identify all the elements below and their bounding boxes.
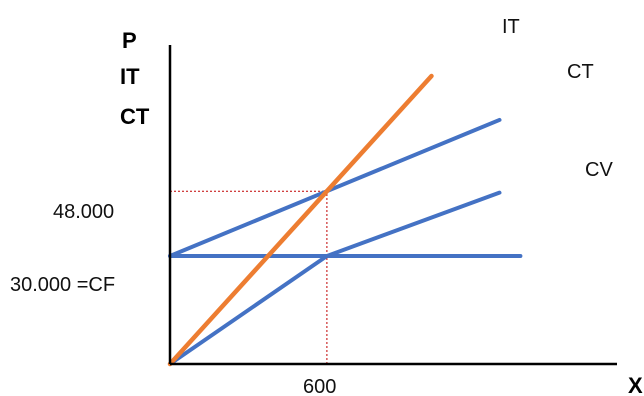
series-line-it (167, 73, 434, 367)
tick-labels: 48.000 30.000 =CF 600 (10, 201, 336, 396)
series-line-cv (168, 190, 502, 366)
y-axis-label-ct: CT (120, 104, 150, 129)
series-label-cv: CV (585, 159, 613, 181)
y-axis-labels: P IT CT (120, 28, 150, 129)
guide-lines (170, 190, 328, 364)
x-tick-600: 600 (303, 376, 336, 396)
series-labels: IT CT CV (502, 16, 613, 181)
series-label-it: IT (502, 16, 520, 38)
axes (168, 45, 617, 366)
series-line-ct (168, 117, 502, 258)
series-lines (167, 73, 523, 367)
y-tick-48000: 48.000 (53, 201, 114, 223)
y-axis-label-p: P (122, 28, 137, 53)
series-label-ct: CT (567, 61, 594, 83)
x-axis-label: X (628, 373, 643, 396)
y-axis-label-it: IT (120, 64, 140, 89)
y-tick-30000-cf: 30.000 =CF (10, 274, 115, 296)
x-axis-labels: X (628, 373, 643, 396)
